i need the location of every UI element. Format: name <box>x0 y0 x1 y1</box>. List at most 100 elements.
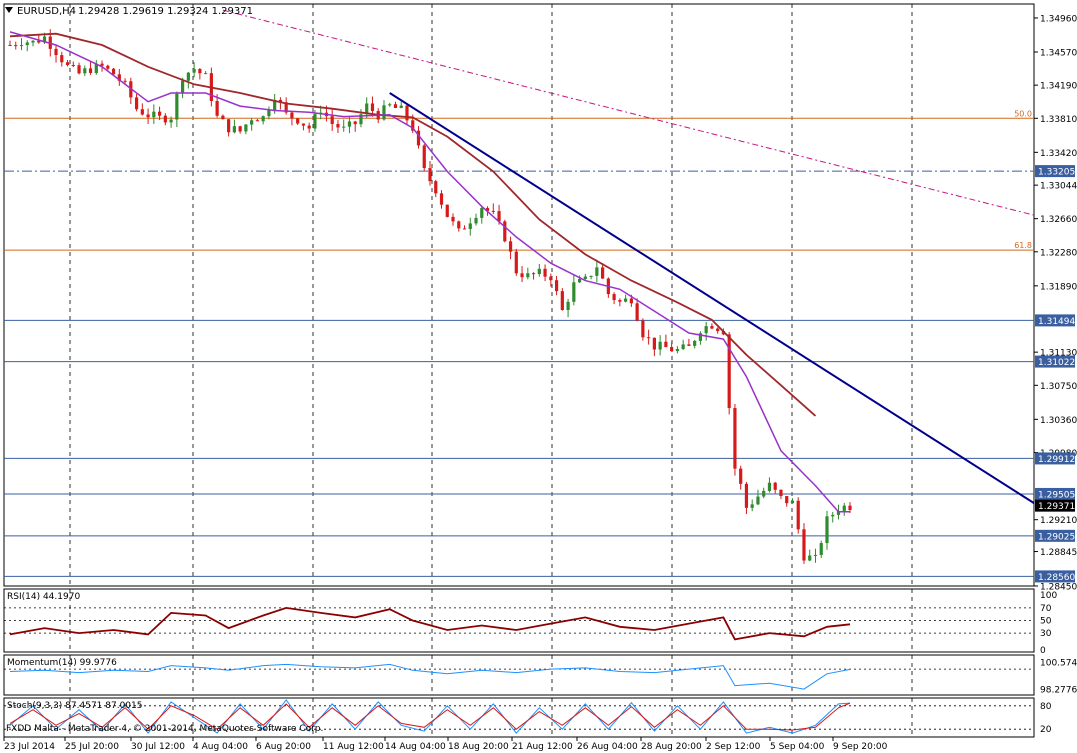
dropdown-triangle-icon[interactable] <box>5 7 13 13</box>
candle[interactable] <box>612 292 616 305</box>
long-trendline[interactable] <box>222 9 1035 216</box>
candle[interactable] <box>733 403 737 476</box>
candle[interactable] <box>198 68 202 80</box>
candle[interactable] <box>710 323 714 330</box>
candle[interactable] <box>549 273 553 287</box>
candle[interactable] <box>739 465 743 490</box>
candle[interactable] <box>606 277 610 298</box>
candle[interactable] <box>543 264 547 282</box>
candle[interactable] <box>762 487 766 499</box>
candle[interactable] <box>808 549 812 562</box>
candle[interactable] <box>106 64 110 71</box>
candle[interactable] <box>181 77 185 99</box>
candle[interactable] <box>163 113 167 126</box>
candle[interactable] <box>468 217 472 236</box>
candle[interactable] <box>647 329 651 345</box>
candle[interactable] <box>94 59 98 75</box>
candle[interactable] <box>267 106 271 120</box>
candle[interactable] <box>140 103 144 116</box>
candle[interactable] <box>250 117 254 131</box>
candle[interactable] <box>583 273 587 281</box>
candle[interactable] <box>491 203 495 215</box>
candle[interactable] <box>756 489 760 506</box>
candle[interactable] <box>618 298 622 307</box>
candle[interactable] <box>687 338 691 346</box>
candle[interactable] <box>117 68 121 86</box>
candle[interactable] <box>601 263 605 279</box>
candle[interactable] <box>819 540 823 558</box>
candle[interactable] <box>65 60 70 67</box>
candle[interactable] <box>560 288 564 311</box>
candle[interactable] <box>221 114 225 120</box>
candle[interactable] <box>399 101 403 109</box>
candle[interactable] <box>675 346 679 354</box>
candle[interactable] <box>393 101 398 109</box>
candle[interactable] <box>652 337 656 357</box>
candle[interactable] <box>422 144 426 171</box>
candle[interactable] <box>284 97 288 115</box>
candle[interactable] <box>577 275 582 283</box>
candle[interactable] <box>434 179 438 198</box>
candle[interactable] <box>169 116 173 128</box>
candle[interactable] <box>416 125 421 149</box>
candle[interactable] <box>537 264 541 277</box>
candle[interactable] <box>716 327 720 334</box>
candle[interactable] <box>842 502 846 516</box>
candle[interactable] <box>664 334 668 348</box>
candle[interactable] <box>14 41 18 50</box>
candle[interactable] <box>129 77 133 104</box>
candle[interactable] <box>336 120 340 133</box>
candle[interactable] <box>658 335 662 356</box>
stochastic-pane[interactable]: 80 20 Stoch(9,3,3) 87.4571 87.0015 <box>3 697 1052 738</box>
candle[interactable] <box>641 318 645 341</box>
candle[interactable] <box>595 259 599 283</box>
candle[interactable] <box>445 204 449 218</box>
candle[interactable] <box>330 108 334 131</box>
candle[interactable] <box>25 40 29 52</box>
candle[interactable] <box>175 91 179 128</box>
candle[interactable] <box>232 119 236 134</box>
candle[interactable] <box>796 497 800 534</box>
candle[interactable] <box>462 225 467 230</box>
candle[interactable] <box>566 298 570 318</box>
candle[interactable] <box>750 499 754 512</box>
candle[interactable] <box>451 213 455 226</box>
candle[interactable] <box>802 523 806 564</box>
candle[interactable] <box>779 489 783 500</box>
candle[interactable] <box>342 119 346 132</box>
candle[interactable] <box>439 190 444 209</box>
price-pane[interactable]: 1.34960 1.34570 1.34190 1.33810 1.33420 1.330… <box>3 3 1077 593</box>
candle[interactable] <box>388 102 392 107</box>
candle[interactable] <box>365 97 369 119</box>
candle[interactable] <box>290 111 294 126</box>
candle[interactable] <box>831 511 835 523</box>
candle[interactable] <box>572 275 576 306</box>
candle[interactable] <box>681 339 685 351</box>
candle[interactable] <box>111 68 116 75</box>
candle[interactable] <box>405 104 409 126</box>
candle[interactable] <box>134 93 139 112</box>
candle[interactable] <box>353 120 357 132</box>
candle[interactable] <box>8 40 12 47</box>
candle[interactable] <box>589 275 593 280</box>
candle[interactable] <box>227 119 231 137</box>
candle[interactable] <box>531 272 536 280</box>
candle[interactable] <box>508 236 513 260</box>
candle[interactable] <box>624 294 628 303</box>
candle[interactable] <box>83 65 87 77</box>
candle[interactable] <box>186 71 190 89</box>
candle[interactable] <box>635 298 639 322</box>
candle[interactable] <box>554 276 559 296</box>
candle[interactable] <box>19 38 24 51</box>
candle[interactable] <box>520 266 524 283</box>
candle[interactable] <box>31 40 35 47</box>
candle[interactable] <box>60 51 64 67</box>
candle[interactable] <box>744 481 749 514</box>
candle[interactable] <box>693 339 697 349</box>
candle[interactable] <box>727 331 731 415</box>
candle[interactable] <box>307 122 311 133</box>
trendline[interactable] <box>389 92 1035 504</box>
candle[interactable] <box>785 496 789 507</box>
